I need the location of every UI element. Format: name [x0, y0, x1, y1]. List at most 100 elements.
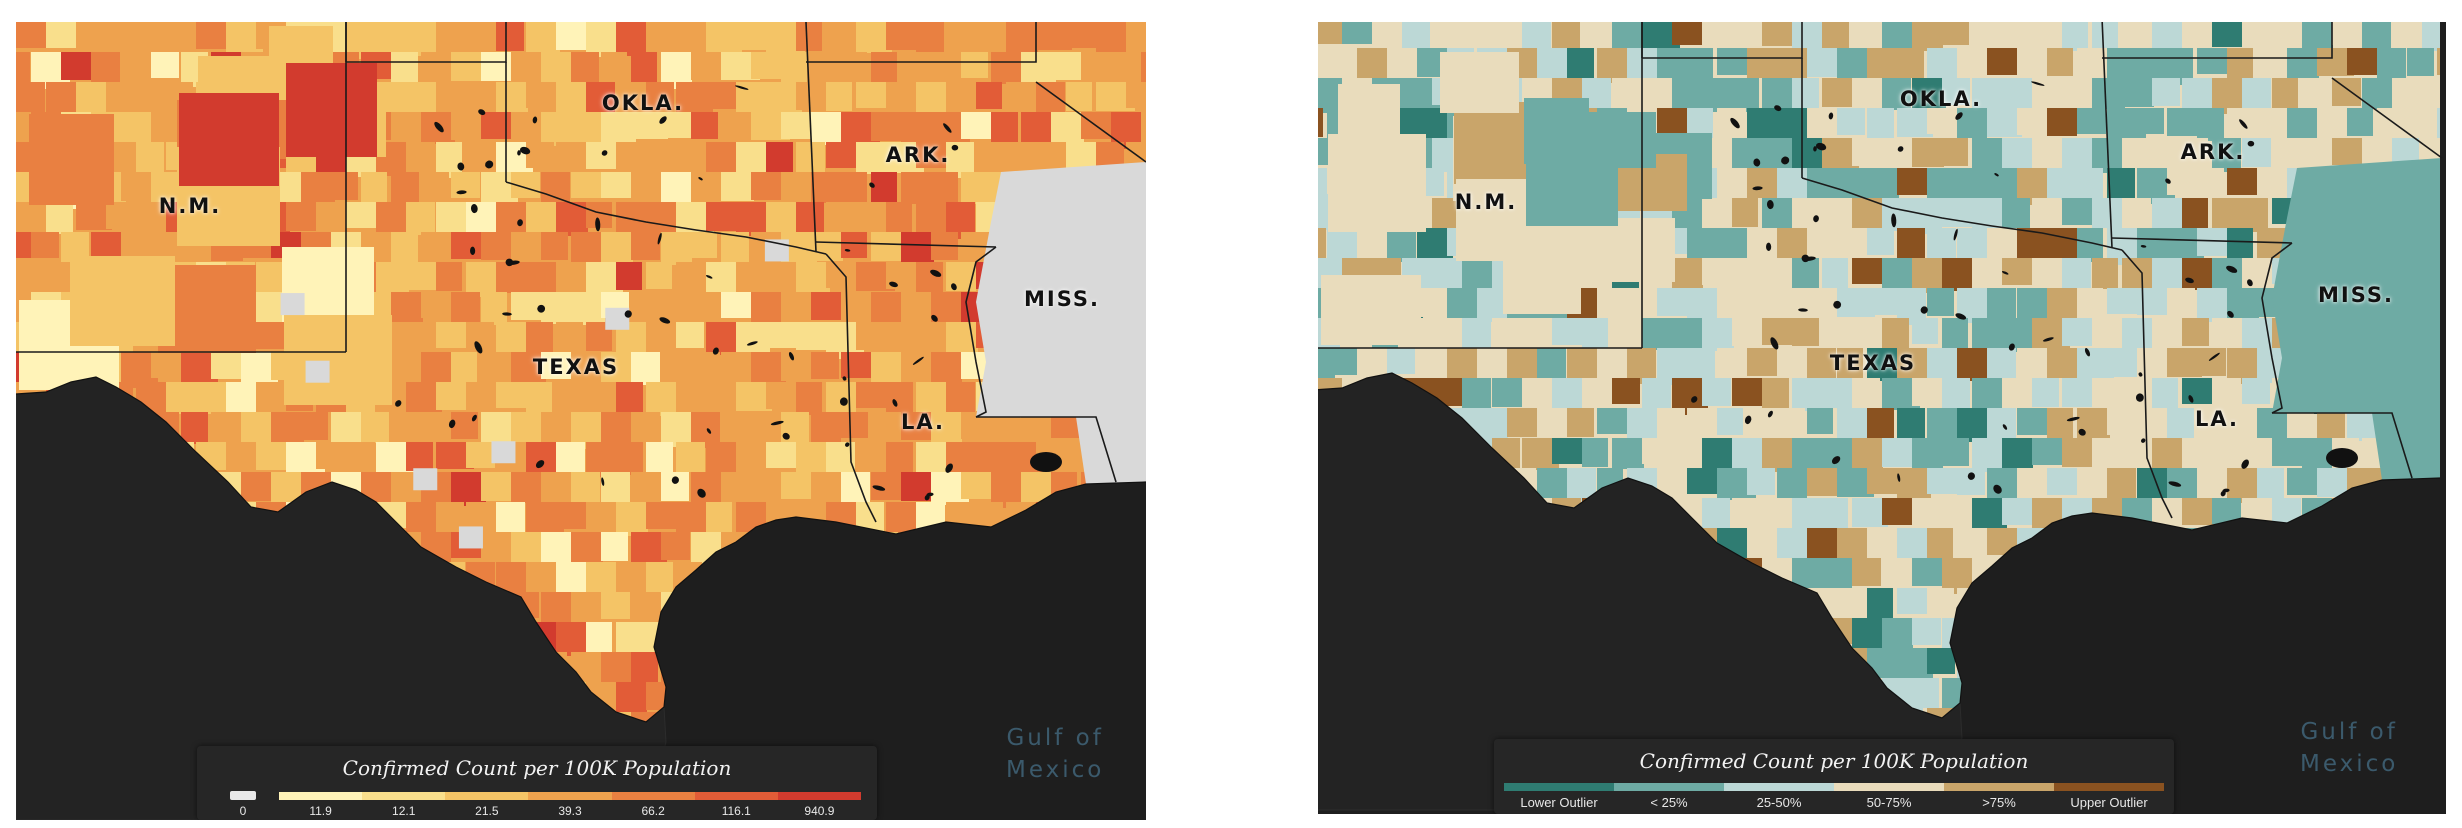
lake-pontchartrain: [1030, 452, 1062, 472]
gulf-label-line-2: Mexico: [1006, 757, 1105, 783]
lake-mark: [1953, 228, 1958, 241]
legend-color-step: [1944, 783, 2054, 791]
state-border-line: [1035, 81, 1146, 163]
lake-mark: [1955, 313, 1967, 320]
legend-color-step: [279, 792, 363, 800]
state-label-ark: ARK.: [885, 143, 951, 167]
choropleth-map-sequential[interactable]: [16, 22, 1146, 820]
legend-category-label: 50-75%: [1866, 795, 1912, 810]
lake-mark: [395, 400, 402, 407]
map-panel-quartile[interactable]: N.M. OKLA. ARK. TEXAS MISS. LA. Gulf of …: [1318, 22, 2446, 814]
lake-mark: [535, 460, 545, 469]
legend-tick-zero: 0: [239, 804, 247, 818]
lake-mark: [2188, 395, 2194, 403]
legend-tick-label: 21.5: [475, 804, 499, 818]
lake-mark: [705, 275, 713, 279]
state-border-line: [2331, 77, 2443, 159]
state-border-line: [505, 181, 827, 255]
state-borders: [1318, 22, 2443, 519]
lake-mark: [2135, 393, 2144, 402]
legend-title: Confirmed Count per 100K Population: [1639, 749, 2029, 773]
legend-category-label: 25-50%: [1756, 795, 1802, 810]
state-border-line: [2272, 412, 2413, 479]
legend-category-label: Upper Outlier: [2070, 795, 2148, 810]
lake-mark: [1967, 472, 1975, 480]
lake-mark: [470, 246, 476, 255]
lake-mark: [434, 121, 444, 133]
lake-mark: [659, 116, 667, 124]
lake-mark: [517, 219, 523, 227]
lake-mark: [1798, 308, 1808, 312]
map-panel-sequential[interactable]: N.M. OKLA. ARK. TEXAS MISS. LA. Gulf of …: [16, 22, 1146, 820]
state-label-okla: OKLA.: [1899, 87, 1983, 111]
lake-mark: [1781, 156, 1790, 165]
legend-color-step: [694, 792, 778, 800]
lake-mark: [1770, 337, 1779, 350]
lake-mark: [659, 317, 671, 324]
legend-tick-label: 39.3: [558, 804, 582, 818]
state-border-line: [805, 22, 817, 253]
lake-mark: [1993, 484, 2002, 494]
lake-mark: [1766, 199, 1774, 210]
state-label-texas: TEXAS: [1829, 351, 1917, 375]
choropleth-map-quartile[interactable]: [1318, 22, 2446, 814]
lake-mark: [2168, 481, 2182, 487]
lake-mark: [471, 414, 477, 422]
lake-mark: [2138, 372, 2143, 377]
lake-mark: [1813, 215, 1819, 223]
lake-mark: [2078, 428, 2086, 436]
lake-mark: [931, 314, 938, 322]
lake-mark: [1813, 146, 1817, 152]
legend-color-step: [1724, 783, 1834, 791]
lake-mark: [872, 485, 886, 491]
lake-mark: [951, 144, 959, 151]
state-label-texas: TEXAS: [532, 355, 620, 379]
lake-mark: [2239, 119, 2248, 129]
lake-mark: [951, 283, 957, 291]
legend-category-label: Lower Outlier: [1520, 795, 1598, 810]
lake-mark: [2008, 343, 2015, 351]
lake-mark: [1828, 112, 1834, 120]
legend-category-label: >75%: [1982, 795, 2016, 810]
lake-mark: [926, 492, 934, 497]
lake-mark: [2247, 279, 2253, 287]
state-border-line: [965, 246, 997, 418]
gulf-label-line-2: Mexico: [2300, 751, 2399, 777]
lake-mark: [2185, 277, 2194, 284]
lake-mark: [456, 190, 467, 195]
lake-mark: [770, 420, 784, 426]
state-border-line: [2111, 237, 2293, 244]
legend-color-step: [362, 792, 446, 800]
lake-mark: [788, 352, 795, 361]
mississippi-region: [976, 162, 1146, 484]
lake-mark: [474, 341, 483, 354]
lake-mark: [1831, 456, 1841, 465]
lake-mark: [782, 432, 790, 440]
lake-mark: [1752, 186, 1763, 191]
lakes: [395, 85, 1062, 501]
lake-mark: [698, 177, 703, 181]
lake-mark: [1891, 213, 1897, 228]
lake-mark: [624, 310, 632, 318]
lake-mark: [1730, 117, 1740, 129]
lake-mark: [2084, 348, 2091, 357]
state-label-nm: N.M.: [1454, 190, 1518, 214]
gulf-of-mexico-label: Gulf of Mexico: [1006, 722, 1104, 786]
lake-mark: [502, 312, 512, 316]
lake-mark: [1897, 146, 1904, 152]
lake-mark: [2066, 416, 2080, 422]
state-border-line: [2102, 22, 2333, 59]
lake-mark: [735, 85, 749, 90]
legend-color-step: [611, 792, 695, 800]
state-border-line: [815, 241, 997, 248]
lake-mark: [601, 150, 608, 156]
lake-mark: [1994, 173, 1999, 177]
lake-mark: [1774, 105, 1782, 112]
legend-color-bar: [1504, 783, 2164, 791]
legend-sequential: Confirmed Count per 100K Population 0 11…: [197, 746, 877, 820]
lake-mark: [601, 477, 605, 486]
state-label-la: LA.: [900, 410, 946, 434]
lake-mark: [945, 463, 953, 473]
state-label-miss: MISS.: [1024, 287, 1100, 311]
lake-mark: [839, 397, 848, 406]
